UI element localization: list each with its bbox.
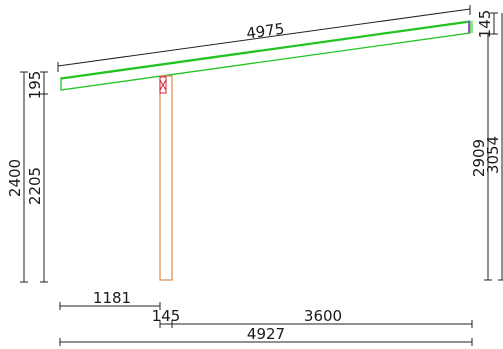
- dim-right-beam-height-label: 2909: [470, 139, 488, 177]
- dim-beam-length-label: 4975: [245, 20, 285, 43]
- dim-bottom-total: 4927: [59, 325, 473, 346]
- dim-bottom-post-and-span: 145 3600: [152, 307, 473, 328]
- dim-total-length-label: 4927: [247, 325, 285, 343]
- dim-right-heights: 2909 3054: [470, 13, 503, 281]
- post: [159, 75, 173, 281]
- dim-beam-end-height: 145: [476, 10, 498, 39]
- post-outline: [159, 75, 173, 281]
- dim-left-heights: 2400 2205: [6, 71, 48, 283]
- post-connector-bracket: [159, 76, 167, 94]
- dim-offset-left-label: 1181: [93, 289, 131, 307]
- dim-bottom-offset: 1181: [59, 289, 161, 310]
- post-connector-diag-2: [159, 79, 167, 91]
- dim-right-total-height-label: 3054: [484, 136, 502, 174]
- dim-post-width-label: 145: [152, 307, 181, 325]
- dim-beam-left-height-label: 195: [26, 71, 44, 100]
- dim-span-right-label: 3600: [304, 307, 342, 325]
- dim-beam-end-height-label: 145: [476, 10, 494, 39]
- beam-top-edge-inner: [60, 21, 471, 80]
- dim-beam-length: 4975: [57, 5, 471, 72]
- roof-beam: [60, 20, 473, 91]
- dim-left-post-height-label: 2205: [26, 167, 44, 205]
- dim-left-total-height-label: 2400: [6, 159, 24, 197]
- dim-beam-left-height: 195: [26, 71, 48, 100]
